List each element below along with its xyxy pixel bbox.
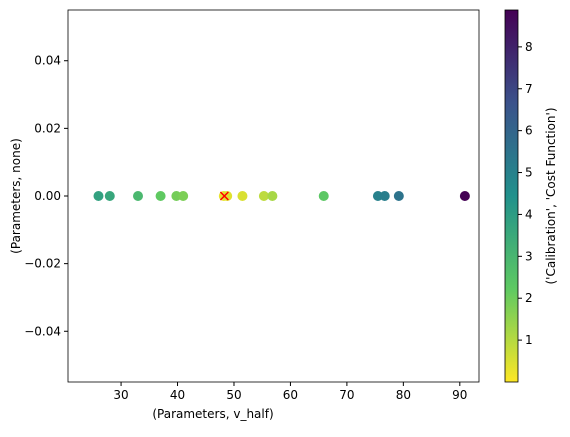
x-tick-label: 90 bbox=[452, 388, 467, 402]
x-axis-label: (Parameters, v_half) bbox=[152, 407, 273, 421]
colorbar bbox=[505, 10, 518, 382]
y-axis-label: (Parameters, none) bbox=[9, 138, 23, 254]
point bbox=[393, 191, 404, 201]
point bbox=[237, 191, 248, 201]
x-tick-label: 80 bbox=[396, 388, 411, 402]
colorbar-tick-label: 6 bbox=[525, 124, 533, 138]
x-tick-label: 60 bbox=[283, 388, 298, 402]
point bbox=[93, 191, 104, 201]
x-tick-label: 40 bbox=[170, 388, 185, 402]
point bbox=[379, 191, 390, 201]
x-tick-label: 50 bbox=[226, 388, 241, 402]
point bbox=[104, 191, 115, 201]
plot-frame bbox=[67, 9, 480, 383]
point bbox=[222, 191, 233, 201]
point bbox=[155, 191, 166, 201]
point bbox=[267, 191, 278, 201]
colorbar-tick-label: 4 bbox=[525, 207, 533, 221]
y-tick-label: 0.00 bbox=[34, 189, 61, 203]
colorbar-label: ('Calibration', 'Cost Function') bbox=[544, 107, 558, 284]
y-tick-label: 0.02 bbox=[34, 121, 61, 135]
colorbar-tick-label: 1 bbox=[525, 333, 533, 347]
colorbar-tick-label: 3 bbox=[525, 249, 533, 263]
point bbox=[459, 191, 470, 201]
point bbox=[178, 191, 189, 201]
y-tick-label: 0.04 bbox=[34, 54, 61, 68]
colorbar-tick-label: 5 bbox=[525, 166, 533, 180]
point bbox=[258, 191, 269, 201]
colorbar-tick-label: 2 bbox=[525, 291, 533, 305]
colorbar-tick-label: 7 bbox=[525, 82, 533, 96]
x-tick-label: 30 bbox=[113, 388, 128, 402]
point bbox=[133, 191, 144, 201]
best-marker bbox=[219, 191, 229, 201]
y-tick-label: −0.04 bbox=[24, 324, 61, 338]
x-tick-label: 70 bbox=[339, 388, 354, 402]
colorbar-frame bbox=[504, 9, 519, 383]
point bbox=[318, 191, 329, 201]
y-tick-label: −0.02 bbox=[24, 257, 61, 271]
colorbar-tick-label: 8 bbox=[525, 40, 533, 54]
